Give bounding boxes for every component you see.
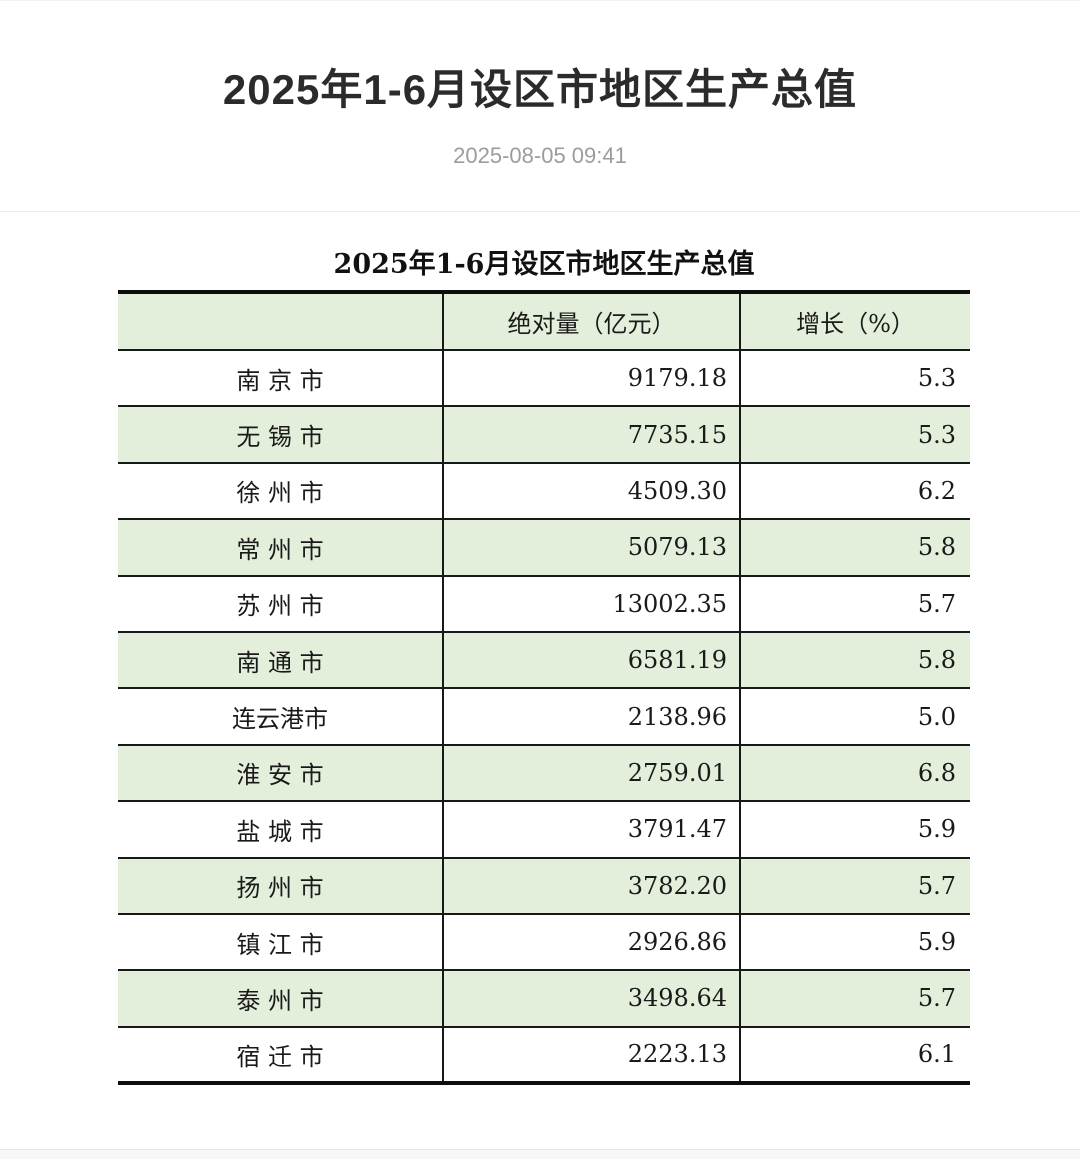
value-cell: 13002.35	[442, 575, 741, 633]
growth-cell: 6.1	[740, 1026, 970, 1085]
table-body: 南 京 市 9179.18 5.3 无 锡 市 7735.15 5.3 徐 州 …	[118, 350, 970, 1085]
growth-cell: 5.3	[740, 350, 970, 408]
growth-cell: 5.7	[740, 575, 970, 633]
publish-timestamp: 2025-08-05 09:41	[453, 143, 627, 168]
table-row: 镇 江 市 2926.86 5.9	[118, 913, 970, 972]
value-cell: 2926.86	[442, 913, 741, 972]
value-cell: 6581.19	[442, 631, 741, 690]
value-cell: 5079.13	[442, 519, 741, 577]
city-cell: 扬 州 市	[118, 857, 443, 915]
city-cell: 南 京 市	[118, 350, 443, 408]
table-row: 连云港市 2138.96 5.0	[118, 688, 970, 746]
city-cell: 南 通 市	[118, 631, 443, 690]
city-cell: 淮 安 市	[118, 744, 443, 803]
city-cell: 盐 城 市	[118, 801, 443, 859]
page-bottom-divider	[0, 1149, 1080, 1159]
growth-cell: 5.8	[740, 631, 970, 690]
table-row: 南 京 市 9179.18 5.3	[118, 350, 970, 408]
header-city-cell	[118, 292, 443, 351]
article-header: 2025年1-6月设区市地区生产总值 2025-08-05 09:41	[0, 1, 1080, 212]
growth-cell: 6.2	[740, 462, 970, 521]
table-row: 无 锡 市 7735.15 5.3	[118, 406, 970, 464]
growth-cell: 6.8	[740, 744, 970, 803]
table-row: 泰 州 市 3498.64 5.7	[118, 970, 970, 1028]
table-row: 徐 州 市 4509.30 6.2	[118, 462, 970, 521]
value-cell: 3791.47	[442, 801, 741, 859]
growth-cell: 5.7	[740, 970, 970, 1028]
value-cell: 3498.64	[442, 970, 741, 1028]
value-cell: 2138.96	[442, 688, 741, 746]
table-row: 南 通 市 6581.19 5.8	[118, 631, 970, 690]
table-row: 宿 迁 市 2223.13 6.1	[118, 1026, 970, 1085]
header-value-cell: 绝对量（亿元）	[442, 292, 741, 351]
gdp-table: 绝对量（亿元） 增长（%） 南 京 市 9179.18 5.3 无 锡 市 77…	[118, 290, 970, 1086]
city-cell: 连云港市	[118, 688, 443, 746]
city-cell: 常 州 市	[118, 519, 443, 577]
growth-cell: 5.9	[740, 801, 970, 859]
value-cell: 2223.13	[442, 1026, 741, 1085]
city-cell: 镇 江 市	[118, 913, 443, 972]
table-section: 2025年1-6月设区市地区生产总值 绝对量（亿元） 增长（%） 南 京 市 9…	[118, 212, 970, 1086]
city-cell: 无 锡 市	[118, 406, 443, 464]
growth-cell: 5.7	[740, 857, 970, 915]
table-header-row: 绝对量（亿元） 增长（%）	[118, 292, 970, 351]
growth-cell: 5.9	[740, 913, 970, 972]
table-row: 淮 安 市 2759.01 6.8	[118, 744, 970, 803]
table-row: 常 州 市 5079.13 5.8	[118, 519, 970, 577]
table-row: 苏 州 市 13002.35 5.7	[118, 575, 970, 633]
city-cell: 徐 州 市	[118, 462, 443, 521]
value-cell: 7735.15	[442, 406, 741, 464]
header-growth-cell: 增长（%）	[740, 292, 970, 351]
table-row: 盐 城 市 3791.47 5.9	[118, 801, 970, 859]
value-cell: 9179.18	[442, 350, 741, 408]
value-cell: 3782.20	[442, 857, 741, 915]
city-cell: 苏 州 市	[118, 575, 443, 633]
table-title: 2025年1-6月设区市地区生产总值	[333, 249, 755, 280]
growth-cell: 5.0	[740, 688, 970, 746]
value-cell: 2759.01	[442, 744, 741, 803]
growth-cell: 5.8	[740, 519, 970, 577]
page-title: 2025年1-6月设区市地区生产总值	[222, 66, 858, 113]
city-cell: 宿 迁 市	[118, 1026, 443, 1085]
city-cell: 泰 州 市	[118, 970, 443, 1028]
table-row: 扬 州 市 3782.20 5.7	[118, 857, 970, 915]
value-cell: 4509.30	[442, 462, 741, 521]
growth-cell: 5.3	[740, 406, 970, 464]
